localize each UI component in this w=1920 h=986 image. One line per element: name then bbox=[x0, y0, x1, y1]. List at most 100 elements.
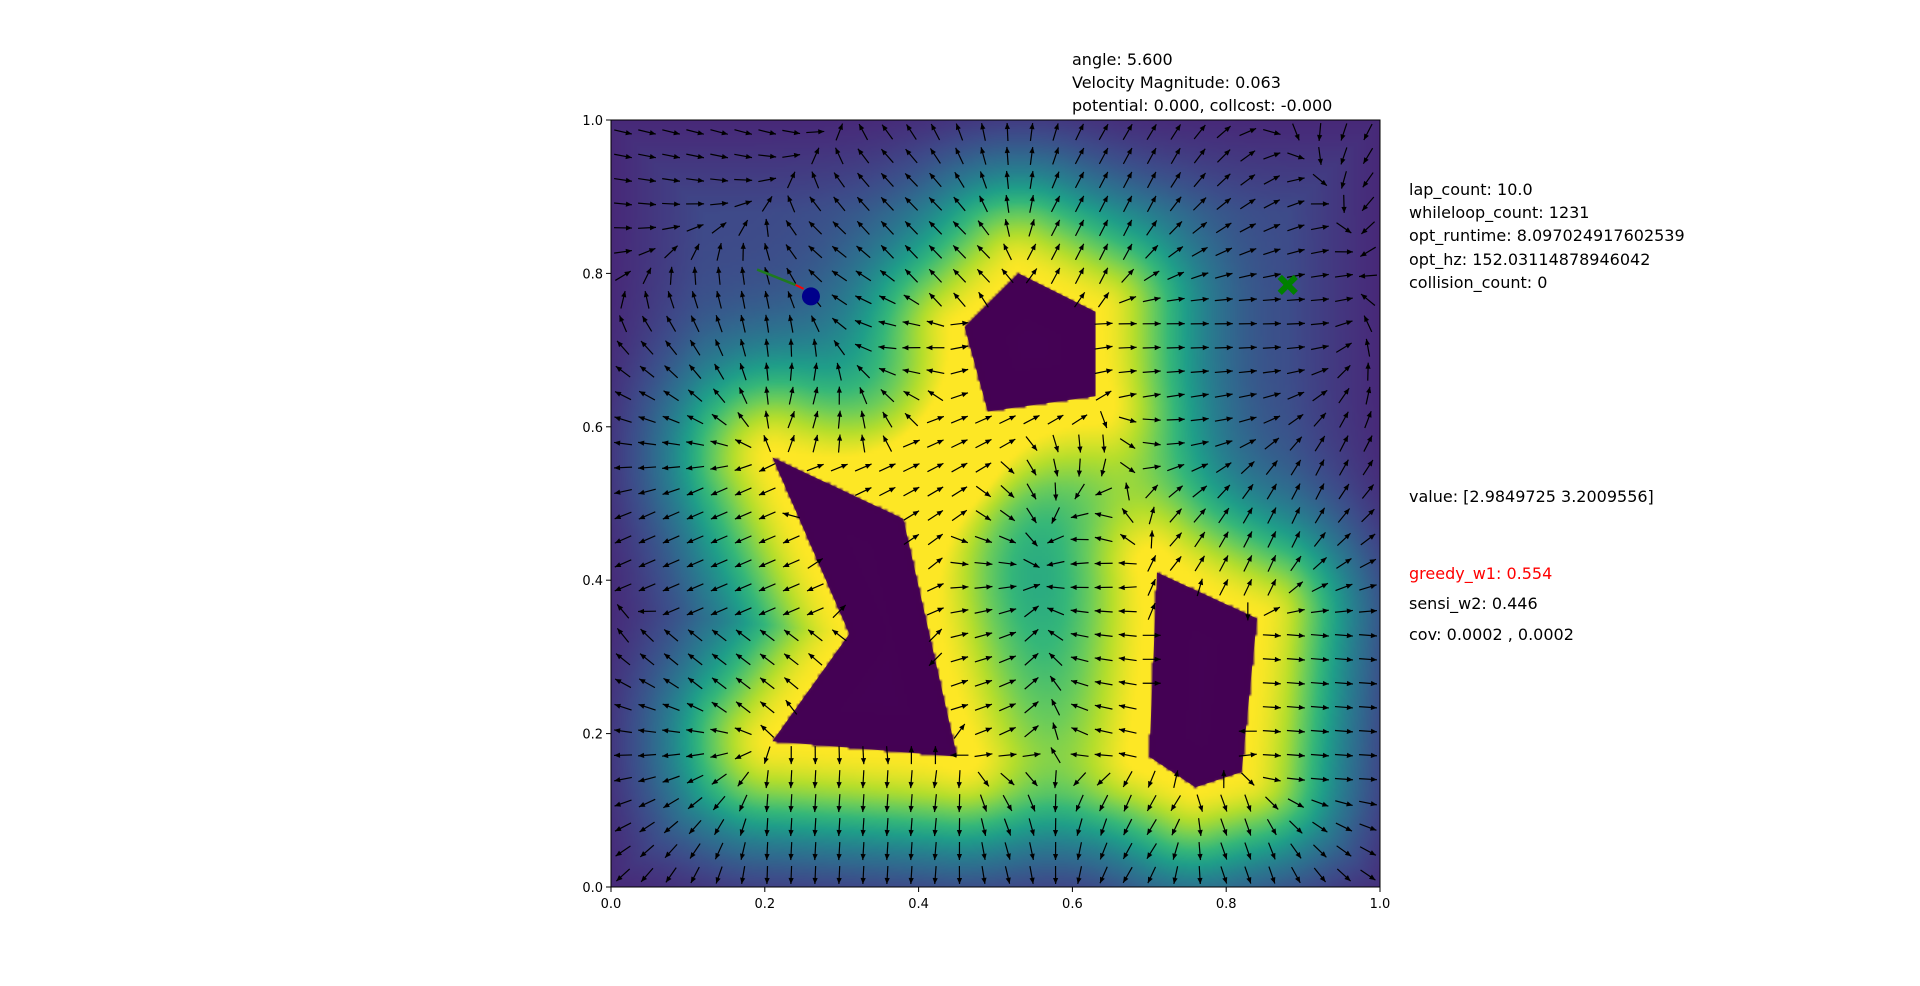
quiver-arrow bbox=[785, 699, 798, 715]
quiver-arrow bbox=[1240, 460, 1255, 475]
quiver-arrow bbox=[1142, 321, 1161, 327]
quiver-arrow bbox=[740, 290, 746, 309]
quiver-arrow bbox=[1310, 608, 1329, 614]
quiver-arrow bbox=[686, 201, 705, 207]
quiver-arrow bbox=[860, 770, 866, 789]
quiver-arrow bbox=[878, 463, 896, 472]
quiver-arrow bbox=[782, 152, 801, 159]
quiver-arrow bbox=[1262, 704, 1281, 711]
quiver-arrow bbox=[955, 123, 964, 141]
quiver-arrow bbox=[1310, 201, 1329, 207]
quiver-arrow bbox=[1267, 531, 1277, 548]
quiver-arrow bbox=[1169, 196, 1182, 212]
quiver-arrow bbox=[1146, 147, 1157, 165]
quiver-arrow bbox=[1219, 579, 1229, 596]
y-tick-label: 0.2 bbox=[582, 728, 603, 743]
quiver-arrow bbox=[1028, 818, 1035, 836]
quiver-arrow bbox=[1239, 248, 1257, 256]
quiver-arrow bbox=[807, 629, 823, 642]
quiver-arrow bbox=[710, 559, 728, 568]
quiver-arrow bbox=[974, 535, 993, 544]
quiver-arrow bbox=[1147, 555, 1157, 572]
quiver-arrow bbox=[1218, 507, 1230, 524]
quiver-arrow bbox=[785, 244, 797, 260]
quiver-arrow bbox=[1312, 821, 1328, 833]
quiver-arrow bbox=[833, 196, 846, 212]
quiver-arrow bbox=[614, 440, 633, 446]
quiver-arrow bbox=[665, 867, 677, 883]
quiver-arrow bbox=[1070, 608, 1089, 614]
quiver-arrow bbox=[1070, 512, 1089, 519]
quiver-arrow bbox=[1220, 842, 1228, 860]
quiver-arrow bbox=[1238, 392, 1257, 399]
quiver-arrow bbox=[980, 123, 986, 141]
quiver-arrow bbox=[638, 440, 657, 446]
quiver-arrow bbox=[885, 746, 891, 765]
quiver-arrow bbox=[1098, 147, 1109, 165]
quiver-arrow bbox=[884, 794, 890, 813]
quiver-arrow bbox=[1142, 656, 1161, 662]
quiver-arrow bbox=[1240, 772, 1255, 786]
quiver-arrow bbox=[1050, 219, 1061, 237]
quiver-arrow bbox=[788, 338, 794, 357]
quiver-arrow bbox=[788, 865, 794, 885]
quiver-arrow bbox=[1311, 367, 1329, 376]
quiver-arrow bbox=[977, 220, 990, 236]
quiver-arrow bbox=[1148, 506, 1156, 525]
quiver-arrow bbox=[710, 511, 728, 520]
quiver-arrow bbox=[763, 243, 771, 261]
quiver-arrow bbox=[1049, 675, 1062, 691]
quiver-arrow bbox=[860, 434, 866, 453]
quiver-arrow bbox=[664, 365, 679, 379]
quiver-arrow bbox=[1052, 794, 1059, 813]
quiver-arrow bbox=[884, 770, 890, 789]
quiver-arrow bbox=[860, 842, 866, 861]
quiver-arrow bbox=[926, 415, 945, 424]
quiver-arrow bbox=[1336, 845, 1352, 857]
quiver-arrow bbox=[664, 340, 678, 356]
quiver-arrow bbox=[1004, 842, 1011, 860]
quiver-arrow bbox=[1263, 128, 1281, 136]
quiver-arrow bbox=[950, 392, 969, 400]
quiver-arrow bbox=[1361, 484, 1375, 499]
quiver-arrow bbox=[1263, 606, 1281, 617]
quiver-arrow bbox=[688, 819, 702, 835]
quiver-arrow bbox=[1312, 173, 1328, 187]
quiver-arrow bbox=[788, 770, 794, 789]
quiver-arrow bbox=[1313, 844, 1327, 858]
quiver-arrow bbox=[662, 465, 681, 471]
quiver-arrow bbox=[1070, 752, 1089, 758]
quiver-arrow bbox=[854, 295, 872, 305]
quiver-arrow bbox=[1194, 531, 1206, 548]
quiver-arrow bbox=[764, 866, 770, 885]
quiver-arrow bbox=[710, 440, 728, 447]
quiver-arrow bbox=[1071, 727, 1089, 736]
y-axis: 0.0 0.2 0.4 0.6 0.8 1.0 bbox=[582, 114, 611, 896]
quiver-arrow bbox=[859, 387, 868, 405]
quiver-arrow bbox=[1029, 146, 1035, 165]
quiver-arrow bbox=[686, 414, 704, 425]
quiver-arrow bbox=[976, 268, 991, 283]
quiver-arrow bbox=[686, 153, 705, 160]
quiver-arrow bbox=[615, 868, 631, 882]
obstacle-quad bbox=[1149, 572, 1257, 788]
quiver-arrow bbox=[974, 752, 993, 758]
quiver-arrow bbox=[1166, 416, 1185, 423]
quiver-arrow bbox=[614, 511, 632, 520]
quiver-arrow bbox=[1311, 582, 1329, 593]
quiver-arrow bbox=[690, 315, 700, 333]
quiver-arrow bbox=[1240, 150, 1256, 162]
quiver-arrow bbox=[999, 726, 1016, 736]
quiver-arrow bbox=[974, 632, 993, 639]
quiver-arrow bbox=[714, 339, 724, 357]
quiver-arrow bbox=[616, 340, 630, 355]
quiver-arrow bbox=[1244, 866, 1252, 884]
quiver-arrow bbox=[812, 818, 818, 837]
collision-count-readout: collision_count: 0 bbox=[1409, 273, 1548, 292]
quiver-arrow bbox=[1145, 244, 1159, 259]
quiver-arrow bbox=[1168, 245, 1184, 258]
quiver-arrow bbox=[686, 487, 704, 496]
quiver-arrow bbox=[1238, 272, 1257, 279]
quiver-arrow bbox=[1361, 196, 1375, 212]
